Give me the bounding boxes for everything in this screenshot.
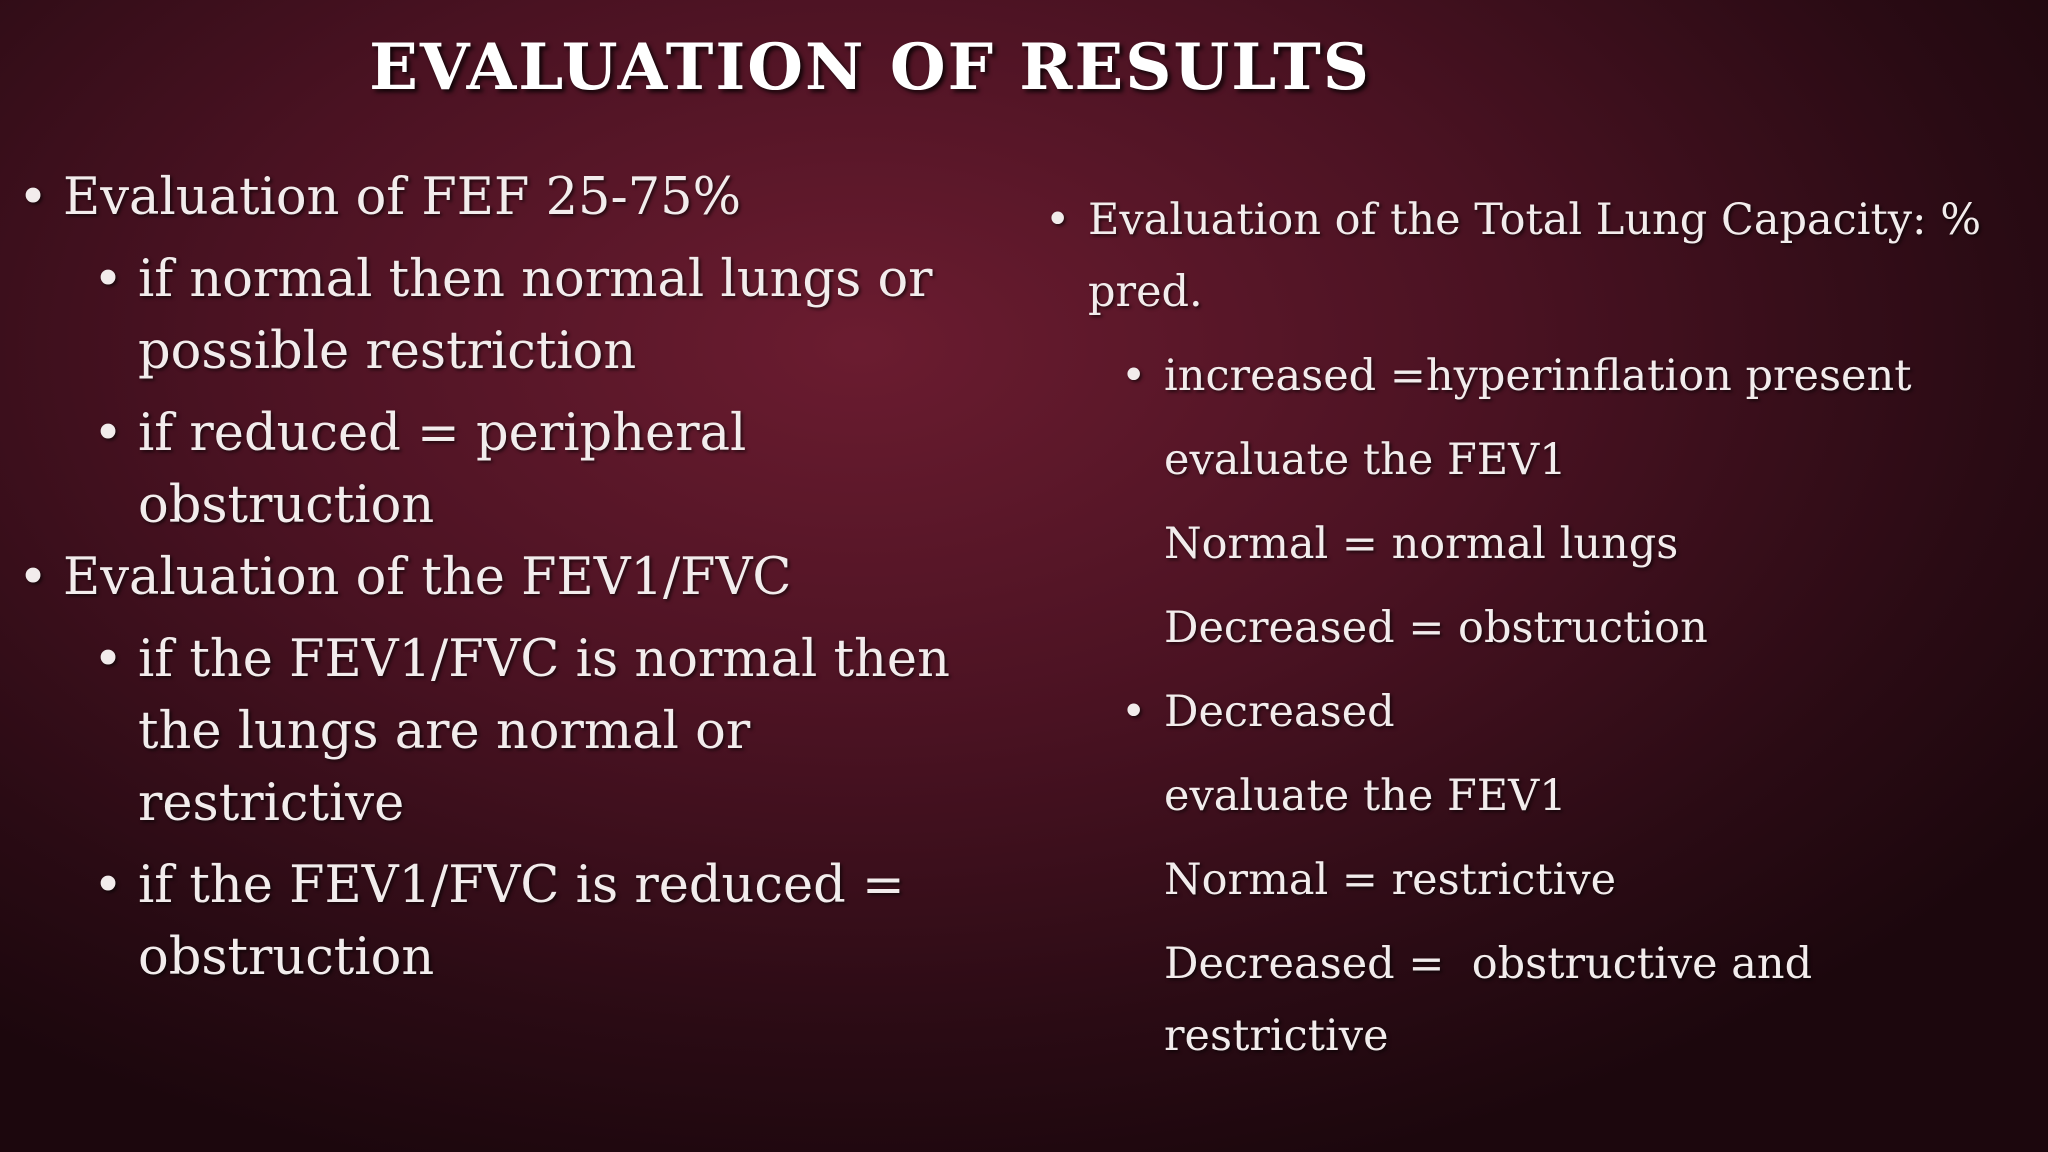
sub-text-line: evaluate the FEV1 xyxy=(1164,435,1567,485)
sub-bullet-item: if the FEV1/FVC is reduced = obstruction xyxy=(93,850,978,994)
sub-bullet-item: increased =hyperinflation present xyxy=(1121,340,2025,412)
right-column: Evaluation of the Total Lung Capacity: %… xyxy=(1045,184,2025,1072)
slide-title: EVALUATION OF RESULTS xyxy=(369,30,1371,105)
sub-text-line: Normal = normal lungs xyxy=(1164,519,1679,569)
sub-bullet-item: if normal then normal lungs or possible … xyxy=(93,244,978,388)
left-column: Evaluation of FEF 25-75% if normal then n… xyxy=(18,162,1028,994)
sub-bullet-item: if the FEV1/FVC is normal then the lungs… xyxy=(93,624,978,840)
sub-bullet-item: if reduced = peripheral obstruction xyxy=(93,398,978,542)
sub-bullet-item: Decreased xyxy=(1121,676,2025,748)
bullet-item: Evaluation of FEF 25-75% xyxy=(18,162,1028,234)
bullet-item: Evaluation of the Total Lung Capacity: %… xyxy=(1045,184,2025,328)
sub-text-line: evaluate the FEV1 xyxy=(1164,771,1567,821)
sub-text-line: Normal = restrictive xyxy=(1164,855,1617,905)
sub-text-line: Decreased = obstruction xyxy=(1164,603,1708,653)
bullet-item: Evaluation of the FEV1/FVC xyxy=(18,542,1028,614)
sub-text-line: Decreased = obstructive and restrictive xyxy=(1164,939,1826,1061)
